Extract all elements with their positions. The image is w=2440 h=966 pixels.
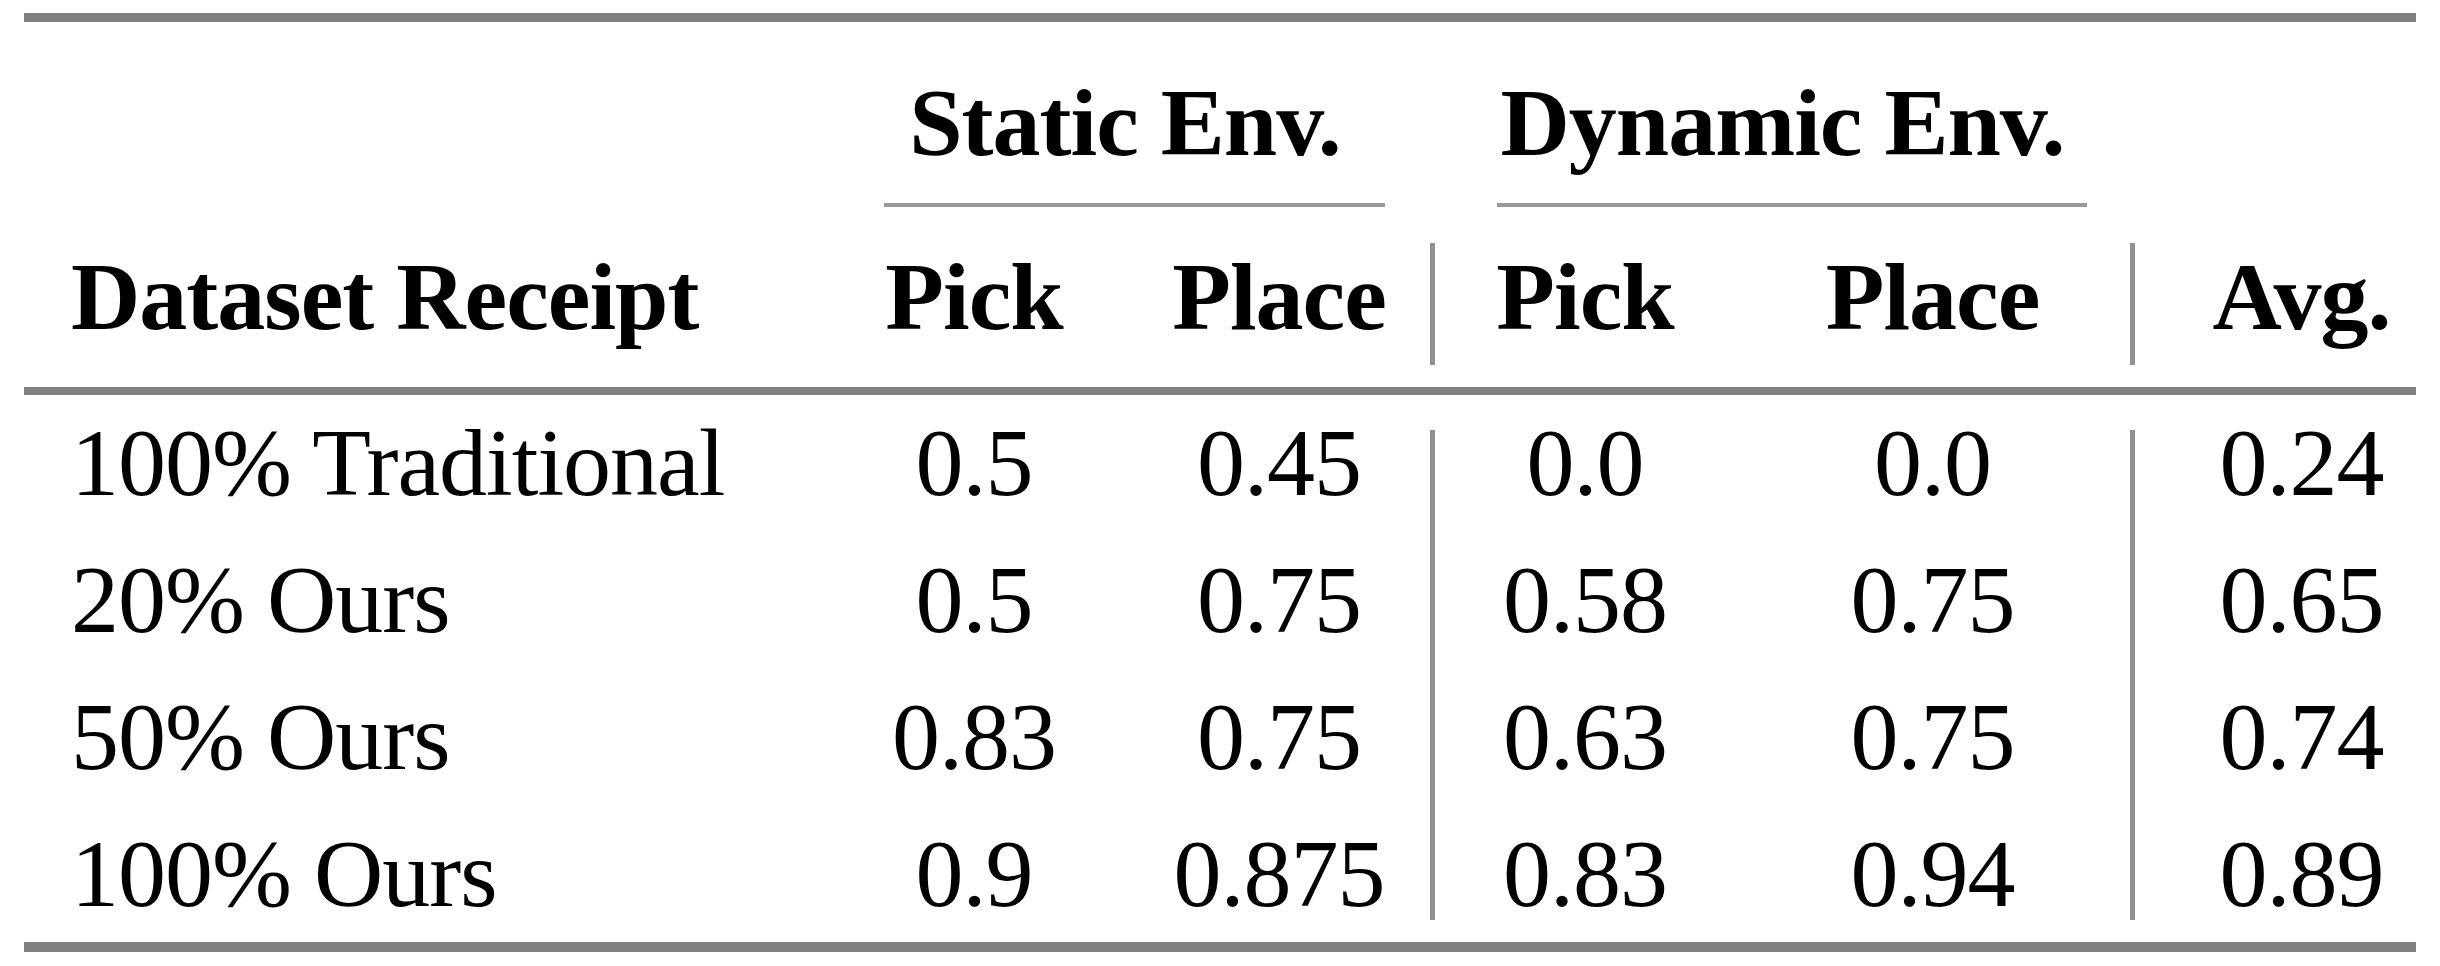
group-header-dynamic-env: Dynamic Env. [1435,42,2130,203]
cell-dynamic-pick: 0.58 [1435,531,1735,668]
column-header-dataset-receipt: Dataset Receipt [24,207,820,387]
cell-avg: 0.65 [2135,531,2440,668]
cell-dynamic-place: 0.94 [1735,805,2130,942]
group-header-static-env: Static Env. [820,42,1430,203]
cell-dynamic-place: 0.75 [1735,668,2130,805]
column-header-dynamic-place: Place [1735,207,2130,387]
table-row: 100% Ours 0.9 0.875 0.83 0.94 0.89 [0,805,2440,942]
cell-dynamic-pick: 0.83 [1435,805,1735,942]
cell-avg: 0.24 [2135,394,2440,531]
cell-static-pick: 0.9 [820,805,1128,942]
cell-dynamic-place: 0.75 [1735,531,2130,668]
cell-static-place: 0.875 [1128,805,1430,942]
table-row: 20% Ours 0.5 0.75 0.58 0.75 0.65 [0,531,2440,668]
cell-static-pick: 0.5 [820,394,1128,531]
row-label: 100% Traditional [24,394,820,531]
row-label: 20% Ours [24,531,820,668]
cell-dynamic-pick: 0.0 [1435,394,1735,531]
cell-static-pick: 0.83 [820,668,1128,805]
paper-results-table: Static Env. Dynamic Env. Dataset Receipt… [0,0,2440,966]
column-header-dynamic-pick: Pick [1435,207,1735,387]
column-header-static-place: Place [1128,207,1430,387]
cell-static-place: 0.45 [1128,394,1430,531]
table-row: 100% Traditional 0.5 0.45 0.0 0.0 0.24 [0,394,2440,531]
cell-dynamic-pick: 0.63 [1435,668,1735,805]
cell-static-pick: 0.5 [820,531,1128,668]
table-row: 50% Ours 0.83 0.75 0.63 0.75 0.74 [0,668,2440,805]
cell-dynamic-place: 0.0 [1735,394,2130,531]
bottom-rule [24,942,2416,952]
group-header-row: Static Env. Dynamic Env. [0,42,2440,203]
column-header-row: Dataset Receipt Pick Place Pick Place Av… [0,207,2440,387]
row-label: 100% Ours [24,805,820,942]
top-rule [24,13,2416,22]
column-header-static-pick: Pick [820,207,1128,387]
cell-avg: 0.89 [2135,805,2440,942]
cell-avg: 0.74 [2135,668,2440,805]
column-header-avg: Avg. [2135,207,2440,387]
cell-static-place: 0.75 [1128,531,1430,668]
cell-static-place: 0.75 [1128,668,1430,805]
row-label: 50% Ours [24,668,820,805]
